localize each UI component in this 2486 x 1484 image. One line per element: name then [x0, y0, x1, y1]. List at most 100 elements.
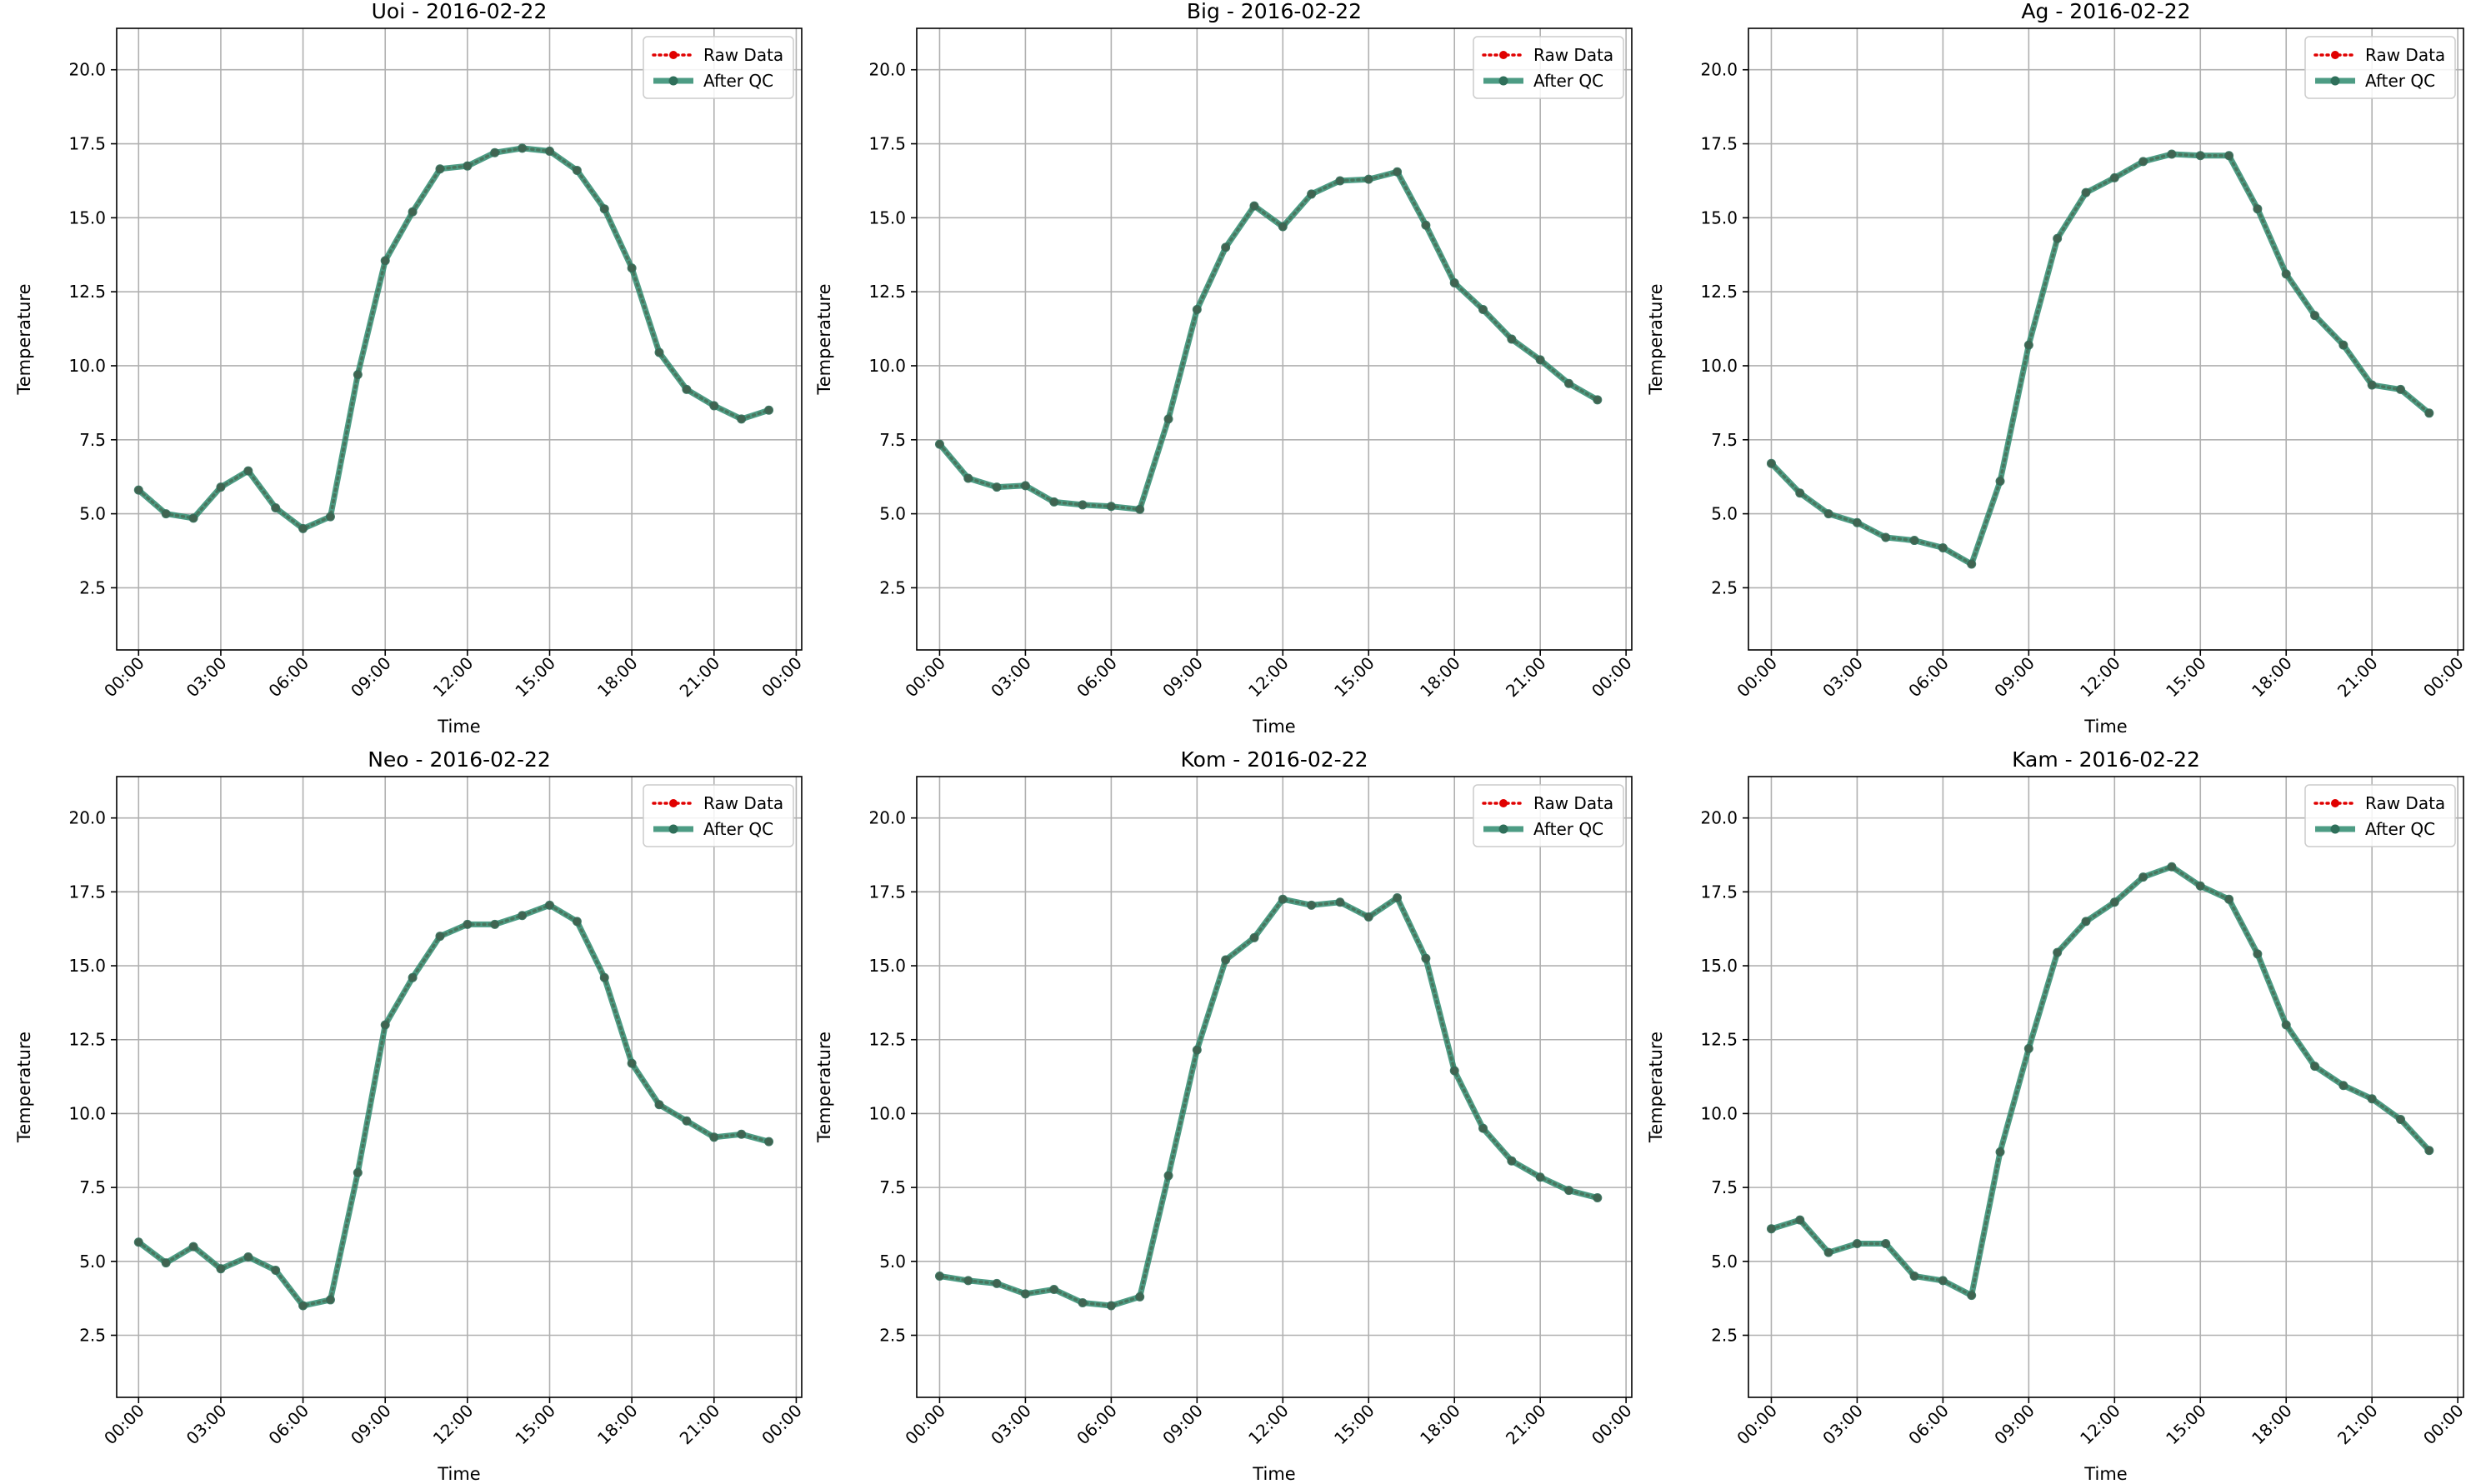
y-axis-label: Temperature	[814, 1032, 834, 1143]
after-qc-point	[709, 401, 719, 411]
after-qc-point	[435, 932, 445, 942]
x-tick-label: 00:00	[1733, 1401, 1781, 1449]
y-tick-label: 15.0	[868, 207, 906, 227]
y-tick-label: 10.0	[1700, 1103, 1738, 1123]
y-tick-label: 5.0	[79, 1252, 106, 1272]
x-tick-label: 18:00	[593, 653, 642, 702]
x-tick-label: 09:00	[1158, 1401, 1207, 1449]
after-qc-point	[518, 911, 528, 921]
after-qc-point	[188, 1242, 198, 1252]
x-tick-label: 15:00	[2162, 1401, 2210, 1449]
after-qc-point	[1278, 894, 1288, 904]
y-tick-label: 12.5	[1700, 1030, 1738, 1050]
x-tick-label: 03:00	[987, 1401, 1035, 1449]
after-qc-point	[2023, 1043, 2033, 1053]
y-tick-label: 5.0	[1711, 1252, 1738, 1272]
after-qc-point	[2109, 897, 2119, 907]
raw-data-markers	[935, 167, 1602, 513]
plot-frame	[916, 776, 1633, 1398]
y-axis-label: Temperature	[14, 1032, 34, 1143]
after-qc-point	[1938, 1276, 1948, 1286]
y-tick-label: 20.0	[1700, 808, 1738, 828]
legend-raw-data-label: Raw Data	[703, 45, 783, 65]
y-tick-label: 17.5	[68, 134, 106, 154]
after-qc-point	[2367, 380, 2377, 390]
y-tick-label: 12.5	[68, 1030, 106, 1050]
after-qc-point	[1852, 517, 1862, 527]
after-qc-point	[2281, 1020, 2291, 1030]
after-qc-point	[1249, 932, 1259, 942]
after-qc-markers	[133, 143, 774, 533]
y-tick-label: 15.0	[68, 207, 106, 227]
plot-frame	[116, 776, 803, 1398]
after-qc-point	[1766, 1224, 1776, 1234]
x-tick-label: 12:00	[1244, 653, 1293, 702]
after-qc-point	[2310, 311, 2320, 321]
after-qc-point	[1967, 559, 1977, 569]
after-qc-point	[1449, 278, 1459, 288]
after-qc-point	[1909, 1272, 1919, 1282]
after-qc-point	[216, 482, 226, 492]
legend: Raw Data After QC	[1473, 36, 1624, 99]
y-tick-label: 10.0	[68, 1103, 106, 1123]
after-qc-point	[161, 509, 171, 519]
after-qc-point	[1995, 1147, 2005, 1157]
legend: Raw Data After QC	[1473, 784, 1624, 847]
after-qc-point	[572, 917, 582, 927]
after-qc-point	[599, 972, 609, 982]
gridlines	[1748, 28, 2463, 650]
gridlines	[917, 28, 1632, 650]
legend-after-qc-label: After QC	[1533, 819, 1603, 839]
after-qc-markers	[133, 900, 774, 1311]
x-tick-label: 21:00	[676, 653, 724, 702]
y-tick-label: 20.0	[1700, 60, 1738, 80]
plot-frame	[1748, 27, 2464, 651]
y-tick-label: 2.5	[1711, 577, 1738, 597]
after-qc-point	[2138, 872, 2148, 882]
after-qc-point	[1795, 1215, 1805, 1225]
y-tick-label: 15.0	[1700, 956, 1738, 976]
after-qc-point	[1593, 395, 1603, 405]
after-qc-point	[133, 485, 143, 495]
after-qc-point	[1393, 167, 1403, 177]
y-tick-label: 20.0	[68, 808, 106, 828]
after-qc-point	[2281, 269, 2291, 279]
x-axis-label: Time	[2083, 717, 2127, 737]
gridlines	[117, 777, 802, 1397]
y-axis-label: Temperature	[1646, 1032, 1666, 1143]
after-qc-point	[627, 1058, 637, 1068]
after-qc-point	[325, 1295, 335, 1305]
x-tick-label: 03:00	[1818, 1401, 1867, 1449]
y-tick-label: 17.5	[68, 882, 106, 902]
chart-title: Neo - 2016-02-22	[368, 747, 551, 772]
x-tick-label: 18:00	[593, 1401, 642, 1449]
after-qc-point	[2253, 204, 2263, 214]
y-tick-label: 10.0	[868, 1103, 906, 1123]
legend-after-qc-label: After QC	[703, 71, 773, 91]
after-qc-point	[2195, 881, 2205, 891]
series-line-after-qc	[135, 145, 772, 532]
y-tick-label: 15.0	[68, 956, 106, 976]
after-qc-point	[1535, 1172, 1545, 1182]
after-qc-markers	[934, 892, 1603, 1311]
after-qc-point	[1020, 481, 1030, 491]
after-qc-point	[518, 143, 528, 153]
y-tick-label: 12.5	[868, 282, 906, 302]
after-qc-point	[2224, 151, 2234, 161]
legend: Raw Data After QC	[2304, 36, 2456, 99]
after-qc-point	[1995, 477, 2005, 487]
after-qc-point	[1078, 1297, 1088, 1307]
after-qc-point	[1909, 536, 1919, 546]
x-tick-label: 15:00	[2162, 653, 2210, 702]
x-tick-label: 15:00	[1330, 653, 1378, 702]
legend-after-qc-marker	[1498, 76, 1508, 86]
after-qc-point	[1307, 189, 1317, 199]
x-axis-label: Time	[437, 717, 480, 737]
y-tick-label: 20.0	[68, 60, 106, 80]
chart-panel-5: 2.5 5.0 7.5 10.0 12.5 15.0 17.5 20.0 00:00 03:00 0…	[814, 747, 1636, 1484]
after-qc-point	[1078, 500, 1088, 510]
y-tick-label: 20.0	[868, 60, 906, 80]
after-qc-point	[2224, 894, 2234, 904]
raw-data-markers	[134, 901, 773, 1310]
